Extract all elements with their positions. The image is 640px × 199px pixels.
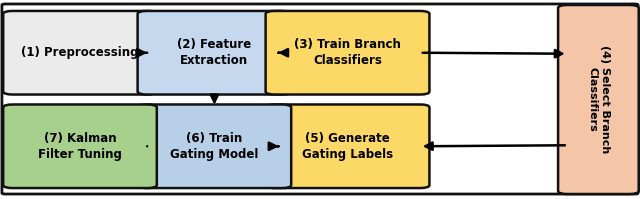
- Text: (6) Train
Gating Model: (6) Train Gating Model: [170, 132, 259, 161]
- Text: (5) Generate
Gating Labels: (5) Generate Gating Labels: [302, 132, 393, 161]
- FancyBboxPatch shape: [138, 11, 291, 95]
- FancyBboxPatch shape: [138, 104, 291, 188]
- Text: (1) Preprocessing: (1) Preprocessing: [21, 46, 139, 59]
- Text: (3) Train Branch
Classifiers: (3) Train Branch Classifiers: [294, 38, 401, 67]
- Text: (7) Kalman
Filter Tuning: (7) Kalman Filter Tuning: [38, 132, 122, 161]
- FancyBboxPatch shape: [558, 5, 639, 194]
- FancyBboxPatch shape: [266, 11, 429, 95]
- FancyBboxPatch shape: [266, 104, 429, 188]
- FancyBboxPatch shape: [3, 104, 157, 188]
- FancyBboxPatch shape: [3, 11, 157, 95]
- Text: (2) Feature
Extraction: (2) Feature Extraction: [177, 38, 252, 67]
- Text: (4) Select Branch
Classifiers: (4) Select Branch Classifiers: [588, 45, 610, 154]
